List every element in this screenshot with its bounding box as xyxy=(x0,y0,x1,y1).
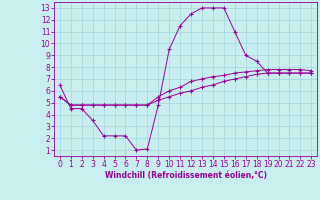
X-axis label: Windchill (Refroidissement éolien,°C): Windchill (Refroidissement éolien,°C) xyxy=(105,171,267,180)
